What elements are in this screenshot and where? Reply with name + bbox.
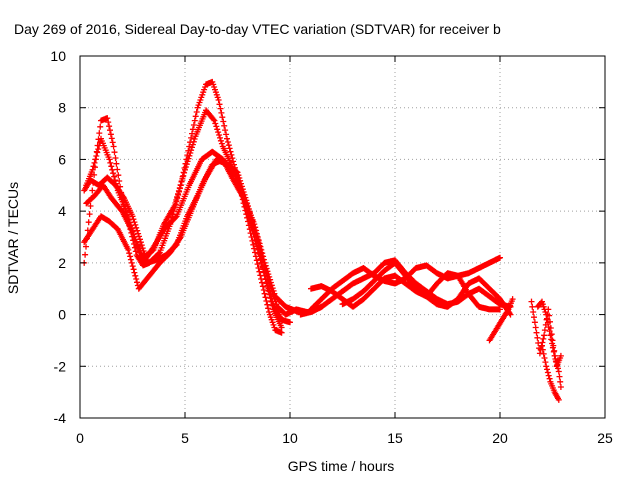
chart-title: Day 269 of 2016, Sidereal Day-to-day VTE… — [14, 21, 501, 37]
data-point-markers — [534, 298, 564, 390]
series-track-5 — [81, 156, 285, 331]
x-tick-label: 5 — [181, 430, 189, 446]
y-tick-label: 4 — [58, 203, 66, 219]
series-track-12 — [534, 298, 564, 390]
y-axis-label: SDTVAR / TECUs — [5, 182, 21, 294]
grid-lines — [80, 56, 605, 418]
y-tick-label: 10 — [50, 48, 66, 64]
y-tick-label: 6 — [58, 151, 66, 167]
y-tick-label: 8 — [58, 100, 66, 116]
data-point-markers — [81, 156, 285, 331]
x-tick-label: 20 — [492, 430, 508, 446]
y-tick-labels: -4 -2 0 2 4 6 8 10 — [50, 48, 66, 426]
x-tick-label: 0 — [76, 430, 84, 446]
y-tick-label: 0 — [58, 307, 66, 323]
axis-ticks — [79, 55, 606, 419]
y-tick-label: -2 — [54, 358, 67, 374]
x-tick-label: 25 — [597, 430, 613, 446]
plot-frame — [79, 55, 606, 419]
x-tick-labels: 0 5 10 15 20 25 — [76, 430, 613, 446]
x-axis-label: GPS time / hours — [288, 458, 395, 474]
y-tick-label: -4 — [54, 410, 67, 426]
data-point-markers — [539, 342, 562, 403]
data-points — [81, 78, 564, 403]
series-track-10 — [486, 296, 516, 344]
series-track-9 — [339, 259, 503, 313]
data-point-markers — [486, 296, 516, 344]
data-point-markers — [339, 259, 503, 313]
x-tick-label: 10 — [282, 430, 298, 446]
y-tick-label: 2 — [58, 255, 66, 271]
x-tick-label: 15 — [387, 430, 403, 446]
series-track-13 — [539, 342, 562, 403]
